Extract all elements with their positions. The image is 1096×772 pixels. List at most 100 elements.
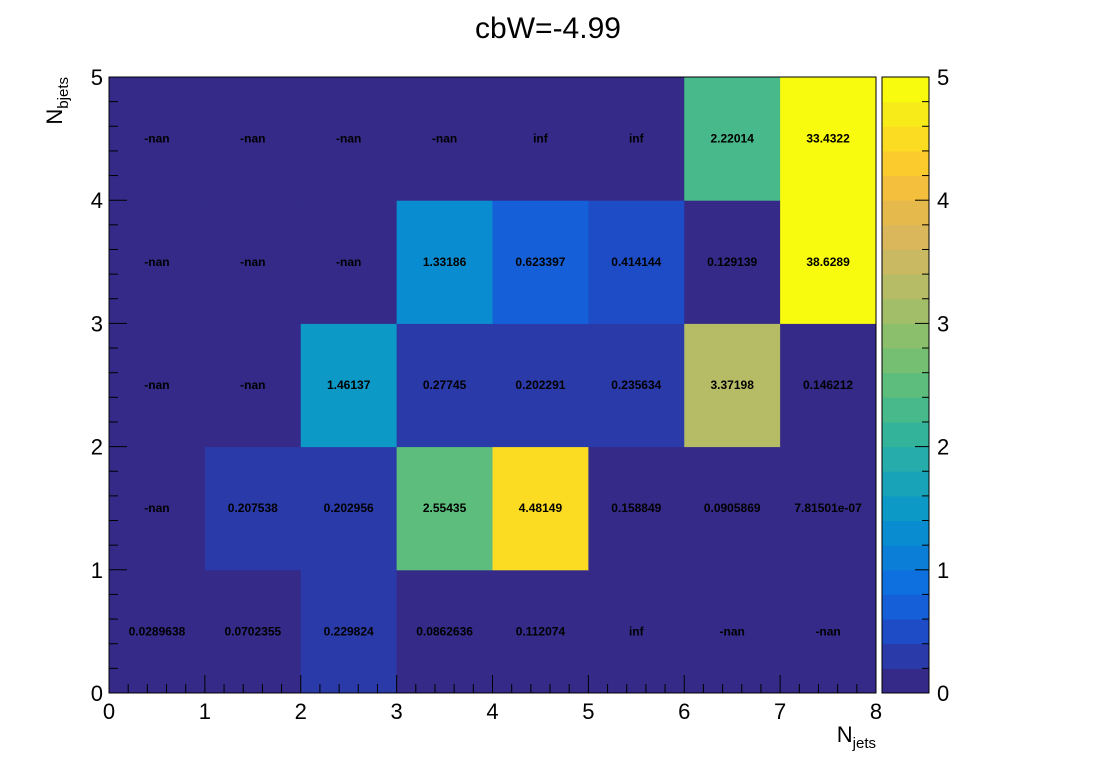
cell-value-label: 2.55435 [423,501,467,515]
heatmap-cell [492,200,589,324]
heatmap-cell [204,77,302,201]
x-tick-label: 7 [774,699,786,724]
x-tick-label: 0 [103,699,115,724]
heatmap-cell [396,569,493,694]
cell-value-label: 38.6289 [806,255,850,269]
x-tick-label: 1 [199,699,211,724]
heatmap-cell [780,77,877,201]
cell-value-label: 0.207538 [228,501,278,515]
y-tick-label: 2 [91,435,103,460]
x-axis-label-sub: jets [852,735,876,752]
cell-value-label: 1.33186 [423,255,467,269]
heatmap-cell [300,569,398,694]
color-scale-step [882,348,929,374]
chart-title: cbW=-4.99 [475,12,621,45]
color-scale-step [882,224,929,250]
cell-value-label: -nan [240,132,265,146]
cell-value-label: 7.81501e-07 [794,501,862,515]
heatmap-cell-labels: 0.0289638 0.0702355 0.229824 0.0862636 0.112… [129,132,863,639]
cell-value-label: 0.0289638 [129,624,186,638]
heatmap-cell [780,446,877,571]
y-tick-label: 4 [91,188,103,213]
x-tick-label: 4 [486,699,498,724]
cell-value-label: 3.37198 [710,378,754,392]
heatmap-cell [780,323,877,448]
heatmap-cell [684,200,781,324]
heatmap-cells [109,77,877,694]
cell-value-label: 0.129139 [707,255,757,269]
color-scale-step [882,77,929,103]
cell-value-label: 0.202956 [324,501,374,515]
color-scale-step [882,619,929,645]
heatmap-cell [588,200,685,324]
y-tick-label: 1 [91,558,103,583]
color-scale-step [882,200,929,226]
cell-value-label: 0.146212 [803,378,853,392]
cell-value-label: 0.27745 [423,378,467,392]
color-scale-step [882,175,929,201]
color-scale-step [882,643,929,669]
heatmap-cell [492,323,589,448]
color-scale-tick-label: 5 [937,65,949,90]
heatmap-cell [396,446,493,571]
color-scale-tick-label: 4 [937,188,949,213]
heatmap-cell [396,77,493,201]
heatmap-cell [396,323,493,448]
x-axis-label-main: N [837,722,853,747]
x-tick-label: 8 [870,699,882,724]
cell-value-label: -nan [240,255,265,269]
color-scale-step [882,372,929,398]
heatmap-cell [588,323,685,448]
heatmap-cell [588,77,685,201]
heatmap-cell [684,569,781,694]
y-axis-label: Nbjets [42,77,72,125]
cell-value-label: -nan [336,132,361,146]
x-axis-ticks: 0 1 2 3 4 5 6 7 8 [103,675,882,724]
cell-value-label: 0.0905869 [704,501,761,515]
cell-value-label: -nan [144,132,169,146]
color-scale-step [882,249,929,275]
cell-value-label: 0.623397 [515,255,565,269]
color-scale-tick-label: 3 [937,311,949,336]
heatmap-cell [684,446,781,571]
color-scale-step [882,150,929,177]
cell-value-label: 0.158849 [611,501,661,515]
color-scale-step [882,569,929,595]
cell-value-label: -nan [815,624,840,638]
heatmap-cell [684,77,781,201]
color-scale-step [882,446,929,472]
color-scale-frame [881,76,930,694]
heatmap-cell [109,446,206,571]
color-scale-step [882,471,929,497]
color-scale-step [882,274,929,300]
x-tick-label: 5 [582,699,594,724]
cell-value-label: 33.4322 [806,132,850,146]
cell-value-label: -nan [144,501,169,515]
heatmap-cell [204,200,302,324]
heatmap-cell [396,200,493,324]
heatmap-cell [204,323,302,448]
color-scale-ticks: 0 1 2 3 4 5 [915,65,949,706]
cell-value-label: 4.48149 [519,501,563,515]
color-scale-step [882,298,929,324]
y-axis-label-main: N [42,109,67,125]
cell-value-label: 0.235634 [611,378,661,392]
color-scale-step [882,101,929,127]
cell-value-label: inf [629,624,645,638]
cell-value-label: -nan [336,255,361,269]
heatmap-cell [588,446,685,571]
heatmap-cell [109,200,206,324]
x-tick-label: 3 [391,699,403,724]
color-scale-step [882,495,929,522]
heatmap-cell [492,446,589,571]
heatmap-cell [300,77,398,201]
color-scale-step [882,126,929,152]
heatmap-cell [684,323,781,448]
heatmap-cell [300,323,398,448]
cell-value-label: 0.202291 [515,378,565,392]
cell-value-label: inf [629,132,645,146]
y-axis-ticks: 0 1 2 3 4 5 [91,65,127,706]
color-scale-step [882,323,929,349]
y-axis-label-sub: bjets [55,77,72,109]
